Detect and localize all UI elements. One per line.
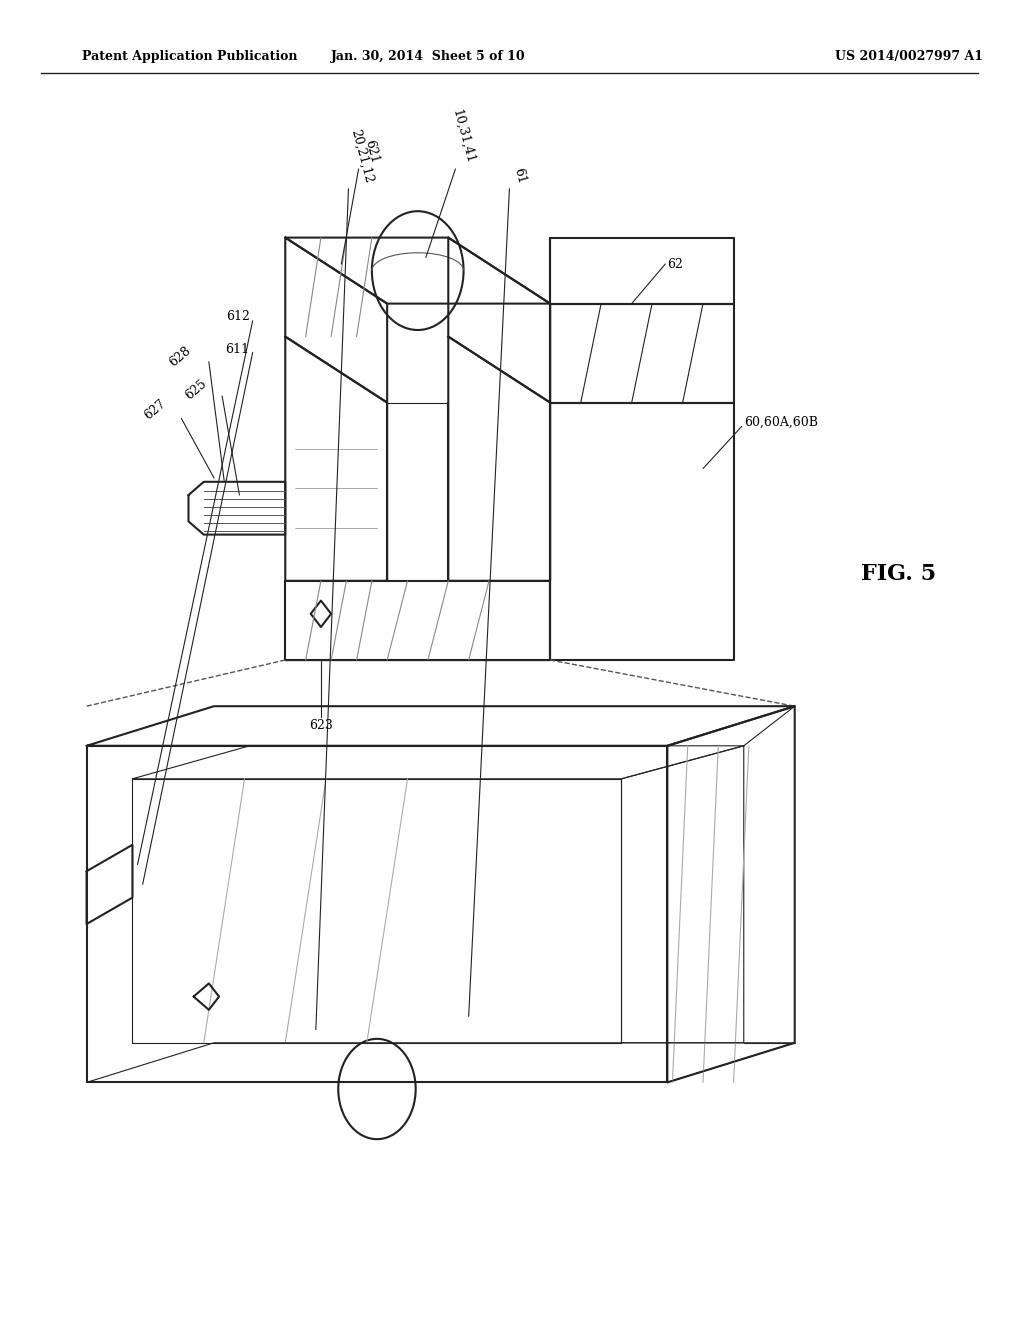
Text: 20,21,12: 20,21,12	[348, 128, 375, 185]
Text: 612: 612	[225, 310, 250, 323]
Text: 625: 625	[182, 376, 209, 403]
Text: US 2014/0027997 A1: US 2014/0027997 A1	[836, 50, 983, 63]
Text: 621: 621	[362, 139, 381, 165]
Text: 623: 623	[309, 719, 333, 733]
Text: Jan. 30, 2014  Sheet 5 of 10: Jan. 30, 2014 Sheet 5 of 10	[331, 50, 525, 63]
Text: 611: 611	[225, 343, 250, 356]
Text: 627: 627	[141, 396, 168, 422]
Text: FIG. 5: FIG. 5	[861, 564, 936, 585]
Text: 61: 61	[511, 166, 528, 185]
Text: Patent Application Publication: Patent Application Publication	[82, 50, 297, 63]
Text: 60,60A,60B: 60,60A,60B	[743, 416, 818, 429]
Text: 10,31,41: 10,31,41	[451, 108, 477, 165]
Text: 62: 62	[668, 257, 683, 271]
Text: 628: 628	[167, 343, 194, 370]
